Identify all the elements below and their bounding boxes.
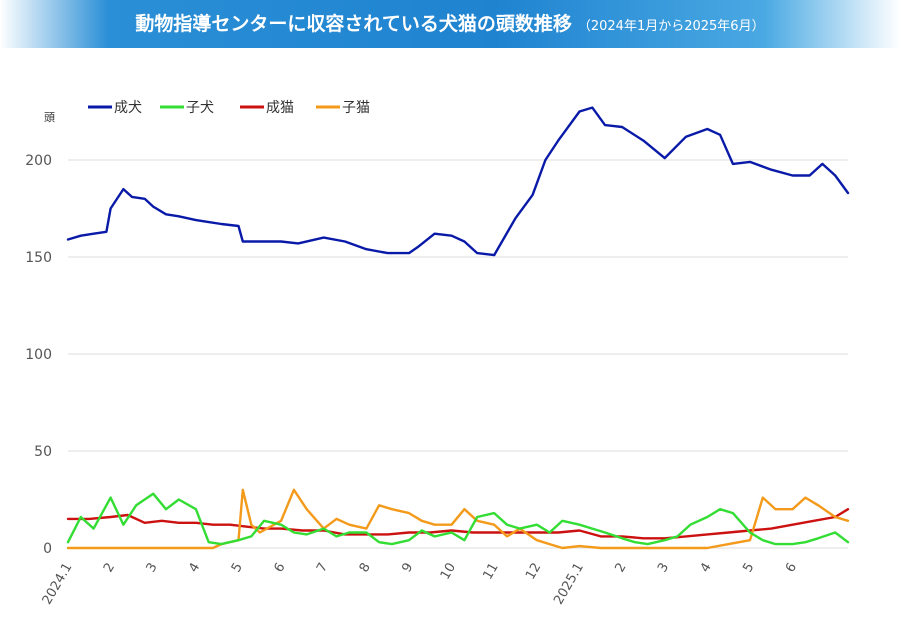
chart-title: 動物指導センターに収容されている犬猫の頭数推移 （2024年1月から2025年6月… bbox=[0, 0, 900, 48]
legend-label: 成猫 bbox=[266, 100, 294, 116]
x-tick-label: 3 bbox=[655, 561, 672, 576]
x-tick-label: 6 bbox=[271, 561, 288, 576]
x-tick-label: 9 bbox=[399, 561, 416, 576]
y-axis-unit: 頭 bbox=[44, 111, 55, 124]
y-tick-label: 50 bbox=[34, 444, 52, 460]
x-axis: 2024.1 2 3 4 5 6 7 8 9 10 11 12 2025.1 2 3 4 5 6 bbox=[40, 561, 800, 608]
y-tick-label: 150 bbox=[25, 250, 52, 266]
x-tick-label: 2 bbox=[101, 561, 118, 576]
y-axis: 0 50 100 150 200 bbox=[25, 153, 52, 557]
legend: 成犬 子犬 成猫 子猫 bbox=[88, 100, 370, 116]
legend-item-4: 子猫 bbox=[316, 100, 370, 116]
x-tick-label: 4 bbox=[186, 561, 203, 576]
x-tick-label: 6 bbox=[783, 561, 800, 576]
series-lines bbox=[66, 106, 850, 550]
x-tick-label: 2025.1 bbox=[551, 561, 587, 608]
legend-label: 子犬 bbox=[186, 100, 214, 116]
x-tick-label: 5 bbox=[229, 561, 246, 576]
legend-item-2: 子犬 bbox=[160, 100, 214, 116]
x-tick-label: 12 bbox=[523, 561, 544, 583]
x-tick-label: 4 bbox=[698, 561, 715, 576]
legend-label: 子猫 bbox=[342, 100, 370, 116]
y-tick-label: 0 bbox=[43, 541, 52, 557]
x-tick-label: 7 bbox=[314, 561, 331, 576]
x-tick-label: 2 bbox=[612, 561, 629, 576]
y-tick-label: 200 bbox=[25, 153, 52, 169]
y-tick-label: 100 bbox=[25, 347, 52, 363]
x-tick-label: 11 bbox=[480, 561, 501, 583]
x-tick-label: 3 bbox=[144, 561, 161, 576]
x-tick-label: 10 bbox=[438, 561, 459, 583]
legend-item-1: 成犬 bbox=[88, 100, 142, 116]
title-banner bbox=[0, 0, 900, 48]
series-line-4 bbox=[66, 488, 850, 550]
series-line-2 bbox=[66, 492, 850, 546]
title-sub: （2024年1月から2025年6月） bbox=[577, 19, 765, 34]
legend-item-3: 成猫 bbox=[240, 100, 294, 116]
x-tick-label: 2024.1 bbox=[40, 561, 76, 608]
series-line-3 bbox=[66, 508, 850, 540]
legend-label: 成犬 bbox=[114, 100, 142, 116]
x-tick-label: 5 bbox=[740, 561, 757, 576]
x-tick-label: 8 bbox=[357, 561, 374, 576]
series-line-1 bbox=[66, 106, 850, 257]
title-main: 動物指導センターに収容されている犬猫の頭数推移 bbox=[135, 13, 572, 35]
